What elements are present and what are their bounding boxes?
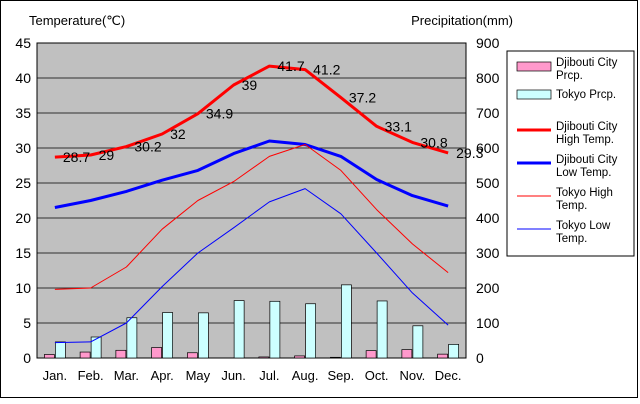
right-tick-label: 0 <box>476 350 484 366</box>
x-tick-label: Sep. <box>328 368 355 383</box>
data-label: 41.2 <box>313 62 340 78</box>
x-tick-label: Jun. <box>221 368 246 383</box>
precip-bar <box>305 303 316 359</box>
precip-bar <box>365 350 377 359</box>
precip-bar <box>198 312 209 359</box>
left-axis-title: Temperature(℃) <box>29 13 125 28</box>
right-tick-label: 100 <box>476 315 500 331</box>
precip-bar <box>437 353 448 359</box>
x-tick-label: Mar. <box>114 368 139 383</box>
data-label: 32 <box>170 126 186 142</box>
precip-bar <box>376 300 388 359</box>
data-label: 30.8 <box>420 134 447 150</box>
x-tick-label: Feb. <box>78 368 104 383</box>
precip-bar <box>294 355 305 359</box>
precip-bar <box>162 312 173 359</box>
precip-bar <box>151 347 162 359</box>
precip-bar <box>412 325 424 359</box>
data-label: 39 <box>242 77 258 93</box>
temp-line <box>54 64 449 159</box>
precip-bar <box>258 356 270 359</box>
precip-bar <box>330 356 341 359</box>
left-tick-label: 45 <box>15 35 31 51</box>
x-tick-label: Aug. <box>292 368 319 383</box>
precip-bar <box>115 349 127 359</box>
right-tick-label: 400 <box>476 210 500 226</box>
temp-line <box>54 139 449 209</box>
left-tick-label: 40 <box>15 70 31 86</box>
precip-bar <box>187 352 198 359</box>
precip-bar <box>90 336 102 359</box>
right-tick-label: 700 <box>476 105 500 121</box>
plot-background <box>36 42 467 359</box>
data-label: 33.1 <box>385 118 412 134</box>
legend-swatch <box>516 89 552 100</box>
data-label: 34.9 <box>206 106 233 122</box>
data-label: 29 <box>99 147 115 163</box>
legend-label: Djibouti City Low Temp. <box>556 154 618 179</box>
x-tick-label: Dec. <box>435 368 462 383</box>
legend: Djibouti City Prcp. Tokyo Prcp. Djibouti Ci… <box>506 50 635 257</box>
right-tick-label: 800 <box>476 70 500 86</box>
data-label: 41.7 <box>277 58 304 74</box>
left-tick-label: 20 <box>15 210 31 226</box>
legend-label: Djibouti City High Temp. <box>556 121 618 146</box>
right-tick-label: 200 <box>476 280 500 296</box>
data-label: 37.2 <box>349 90 376 106</box>
legend-swatch <box>516 61 552 72</box>
left-tick-label: 25 <box>15 175 31 191</box>
precip-bar <box>44 354 55 359</box>
x-tick-label: Oct. <box>365 368 389 383</box>
right-tick-label: 500 <box>476 175 500 191</box>
x-tick-label: Nov. <box>399 368 425 383</box>
temp-line <box>54 144 449 290</box>
precip-bar <box>448 344 459 359</box>
right-tick-label: 300 <box>476 245 500 261</box>
temp-line <box>54 188 449 344</box>
precip-bar <box>269 300 281 359</box>
precip-bar <box>401 349 413 359</box>
precip-bar <box>341 284 352 359</box>
legend-label: Tokyo High Temp. <box>556 187 613 212</box>
x-tick-label: May <box>186 368 211 383</box>
left-tick-label: 30 <box>15 140 31 156</box>
data-label: 28.7 <box>63 149 90 165</box>
legend-label: Djibouti City Prcp. <box>556 57 618 82</box>
plot-area: 0 5 10 15 20 25 30 35 40 45 0 100 200 300 400 500 600 700… <box>15 35 499 383</box>
left-tick-label: 0 <box>23 350 31 366</box>
precip-bar <box>126 317 138 359</box>
data-label: 30.2 <box>134 139 161 155</box>
left-tick-label: 15 <box>15 245 31 261</box>
precip-bar <box>233 300 245 359</box>
precip-bar <box>79 351 91 359</box>
right-tick-label: 900 <box>476 35 500 51</box>
legend-label: Tokyo Prcp. <box>556 89 616 101</box>
precip-bar <box>55 341 66 359</box>
legend-frame <box>506 50 635 257</box>
right-tick-label: 600 <box>476 140 500 156</box>
left-tick-label: 10 <box>15 280 31 296</box>
x-tick-label: Apr. <box>151 368 174 383</box>
x-tick-label: Jul. <box>259 368 279 383</box>
left-tick-label: 5 <box>23 315 31 331</box>
x-tick-label: Jan. <box>43 368 68 383</box>
left-tick-label: 35 <box>15 105 31 121</box>
data-label: 29.3 <box>456 145 483 161</box>
right-axis-title: Precipitation(mm) <box>411 13 513 28</box>
legend-label: Tokyo Low Temp. <box>556 220 611 245</box>
